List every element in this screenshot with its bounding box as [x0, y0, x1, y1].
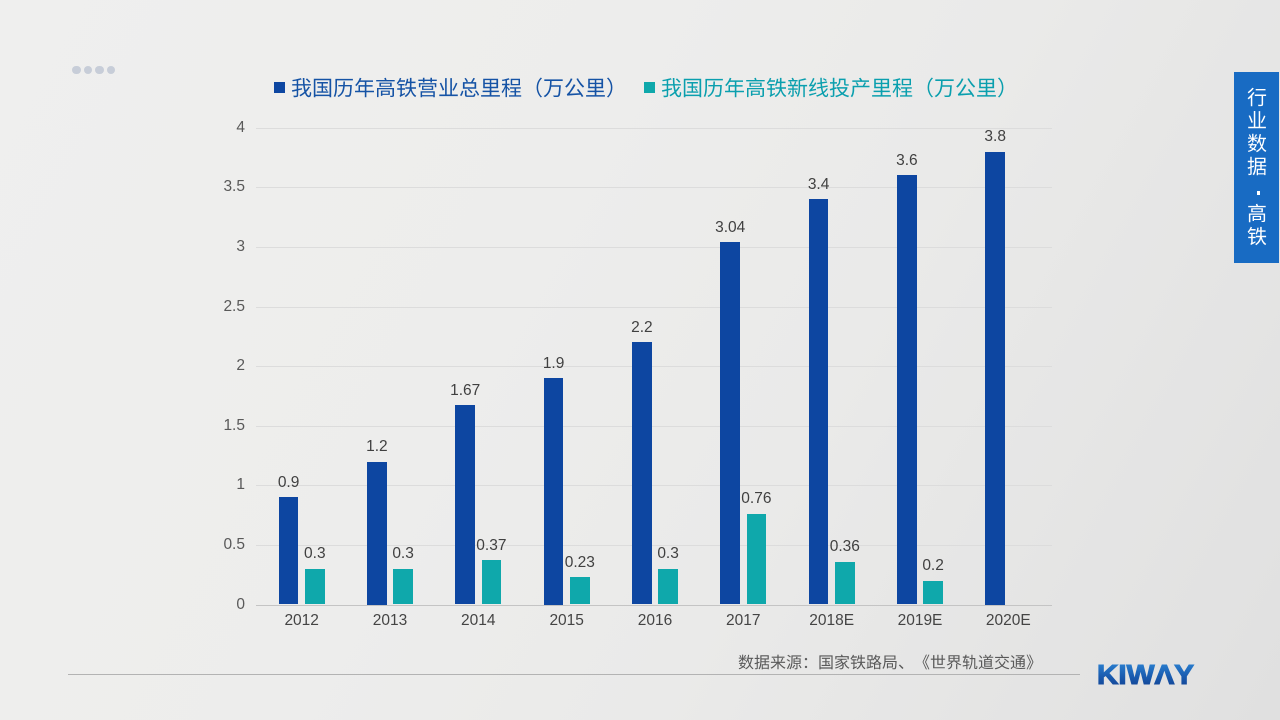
svg-text:KIWΛY: KIWΛY	[1097, 659, 1194, 690]
